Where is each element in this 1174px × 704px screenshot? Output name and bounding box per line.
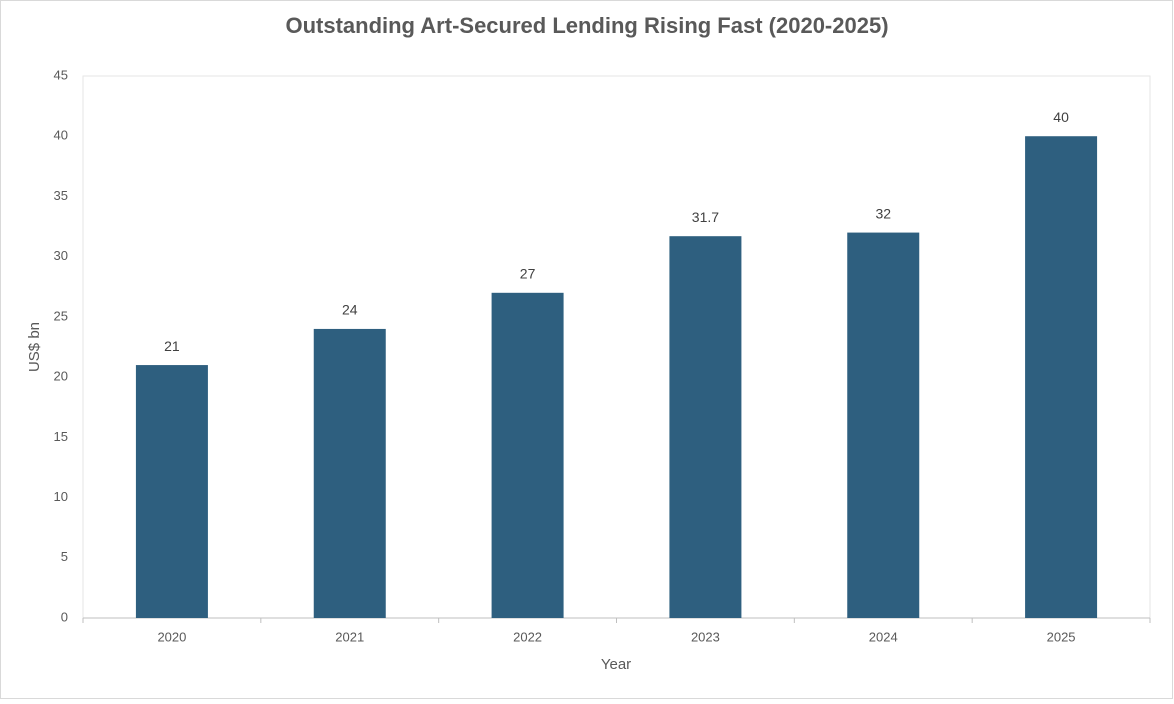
x-tick-label: 2025 bbox=[1047, 629, 1076, 644]
y-axis-title: US$ bn bbox=[26, 322, 43, 372]
bar bbox=[847, 232, 920, 619]
y-tick-label: 0 bbox=[61, 609, 68, 624]
bar bbox=[135, 365, 208, 618]
y-tick-label: 20 bbox=[54, 369, 68, 384]
y-tick-label: 35 bbox=[54, 188, 68, 203]
value-label: 24 bbox=[342, 302, 358, 318]
bar bbox=[1025, 136, 1098, 618]
y-tick-label: 15 bbox=[54, 429, 68, 444]
value-label: 31.7 bbox=[692, 209, 719, 225]
chart-title: Outstanding Art-Secured Lending Rising F… bbox=[285, 13, 888, 38]
bar bbox=[313, 328, 386, 618]
y-tick-label: 25 bbox=[54, 308, 68, 323]
value-label: 21 bbox=[164, 338, 180, 354]
y-tick-label: 40 bbox=[54, 128, 68, 143]
value-label: 32 bbox=[875, 205, 891, 221]
x-tick-label: 2023 bbox=[691, 629, 720, 644]
y-tick-label: 45 bbox=[54, 67, 68, 82]
x-axis-title: Year bbox=[601, 656, 631, 673]
x-tick-label: 2020 bbox=[157, 629, 186, 644]
bar bbox=[491, 292, 564, 618]
y-tick-label: 10 bbox=[54, 489, 68, 504]
value-label: 27 bbox=[520, 266, 536, 282]
y-tick-label: 5 bbox=[61, 549, 68, 564]
bar bbox=[669, 236, 742, 619]
value-label: 40 bbox=[1053, 109, 1069, 125]
x-tick-label: 2022 bbox=[513, 629, 542, 644]
y-tick-label: 30 bbox=[54, 248, 68, 263]
x-tick-label: 2021 bbox=[335, 629, 364, 644]
x-tick-label: 2024 bbox=[869, 629, 898, 644]
